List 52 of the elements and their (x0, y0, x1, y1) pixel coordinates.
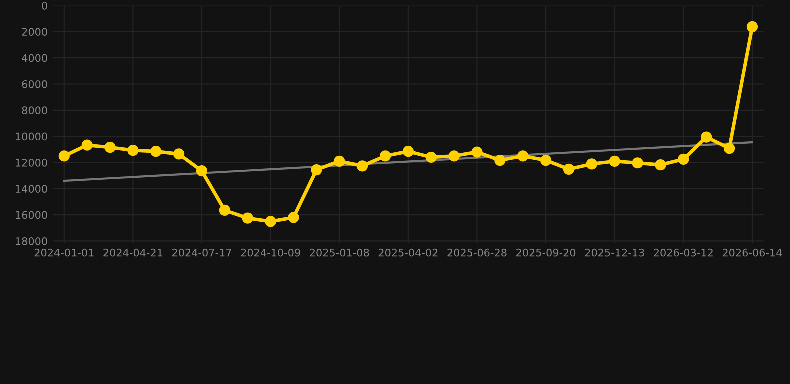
point (448, 150, 460, 162)
y-tick-label: 18000 (16, 237, 48, 246)
point (357, 160, 368, 172)
point (380, 150, 392, 162)
point (402, 146, 414, 158)
y-tick-label: 10000 (16, 132, 48, 141)
point (632, 158, 644, 169)
point (288, 212, 300, 224)
point (678, 154, 690, 166)
x-tick-label: 2025-09-20 (516, 248, 576, 257)
point (563, 164, 575, 175)
y-tick-label: 6000 (22, 80, 48, 88)
point (82, 140, 93, 151)
point (426, 152, 437, 164)
x-tick-label: 2024-04-21 (104, 248, 163, 257)
y-tick-label: 14000 (16, 185, 48, 194)
point (265, 216, 276, 228)
point (311, 164, 322, 176)
point (494, 154, 506, 166)
point (58, 150, 70, 162)
y-tick-label: 12000 (16, 158, 48, 167)
point (196, 166, 208, 177)
y-tick-label: 16000 (16, 211, 48, 220)
x-tick-label: 2024-07-17 (172, 248, 232, 257)
x-tick-label: 2024-10-09 (241, 248, 300, 257)
x-tick-label: 2025-01-08 (310, 248, 370, 257)
x-tick-label: 2025-06-28 (448, 248, 507, 257)
point (655, 160, 666, 171)
point (746, 21, 758, 33)
y-tick-label: 8000 (22, 106, 48, 115)
point (518, 150, 529, 162)
point (724, 143, 736, 154)
point (242, 212, 254, 224)
x-tick-label: 2025-04-02 (378, 248, 438, 257)
x-tick-label: 2026-03-12 (654, 248, 713, 257)
point (219, 204, 230, 216)
y-tick-label: 2000 (22, 28, 48, 36)
point (586, 158, 598, 170)
point (104, 142, 116, 154)
x-tick-label: 2026-06-14 (722, 248, 782, 257)
point (609, 156, 620, 167)
point (540, 154, 552, 166)
y-tick-label: 4000 (22, 54, 48, 62)
point (334, 156, 346, 167)
point (174, 148, 185, 160)
x-tick-label: 2024-01-01 (34, 248, 94, 257)
point (701, 132, 712, 143)
x-tick-label: 2025-12-13 (585, 248, 644, 257)
point (150, 146, 162, 158)
point (128, 145, 139, 156)
point (472, 146, 483, 158)
y-tick-label: 0 (42, 2, 48, 10)
